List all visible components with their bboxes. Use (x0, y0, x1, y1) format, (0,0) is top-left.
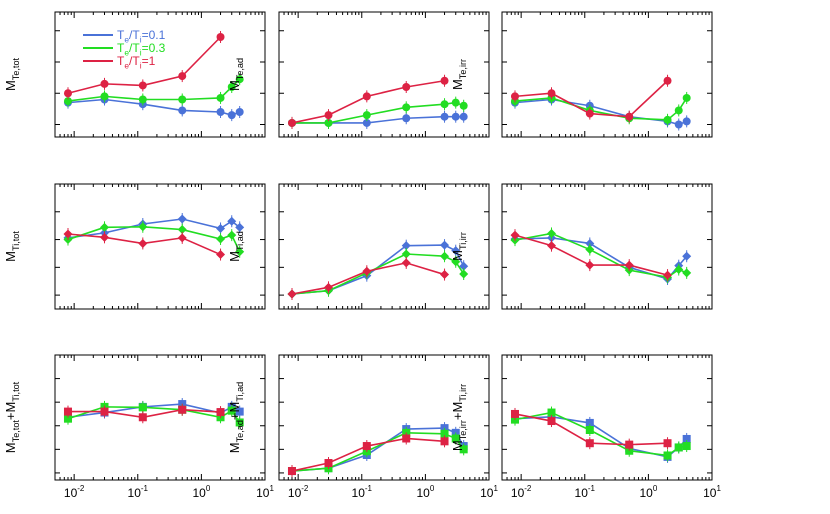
x-tick-label: 10-1 (128, 484, 149, 500)
panel-h: 10-2 10-1 100 101 MTe,ad+MTi,ad (227, 354, 498, 500)
axes-frame (278, 183, 490, 310)
y-axis-label: MTi,tot (3, 231, 21, 262)
x-tick-label: 100 (416, 484, 434, 500)
axes-frame (278, 354, 490, 481)
axes-frame (54, 354, 266, 481)
x-tick-label: 10-1 (352, 484, 373, 500)
x-tick-label: 101 (703, 484, 721, 500)
y-axis-label: MTe,ad (227, 58, 245, 91)
x-tick-label: 10-2 (511, 484, 532, 500)
y-axis-label: MTe,irr (450, 59, 468, 90)
panel-f: MTi,irr (450, 183, 713, 310)
x-tick-label: 10-1 (575, 484, 596, 500)
y-axis-label: MTe,ad+MTi,ad (227, 382, 245, 453)
y-axis-label: MTi,irr (450, 232, 468, 261)
axes-frame (501, 11, 713, 138)
series-line-blue (514, 415, 688, 458)
x-tick-label: 100 (192, 484, 210, 500)
y-axis-label: MTi,ad (227, 231, 245, 262)
x-tick-label: 10-2 (64, 484, 85, 500)
y-axis-label: MTe,tot+MTi,tot (3, 381, 21, 453)
x-tick-label: 100 (639, 484, 657, 500)
series-line-green (67, 225, 241, 253)
legend-label: Te/Ti=0.1 (117, 28, 166, 45)
panel-d: MTi,tot (3, 183, 266, 310)
panel-i: 10-2 10-1 100 101 MTe,irr+MTi,irr (450, 354, 721, 500)
legend: Te/Ti=0.1Te/Ti=0.3Te/Ti=1 (83, 28, 166, 71)
x-tick-label: 10-2 (288, 484, 309, 500)
panel-b: MTe,ad (227, 11, 490, 138)
legend-label: Te/Ti=0.3 (117, 41, 166, 58)
panel-g: 10-2 10-1 100 101 MTe,tot+MTi,tot (3, 354, 274, 500)
panel-a: MTe,tot Te/Ti=0.1Te/Ti=0.3Te/Ti=1 (3, 11, 266, 138)
series-line-green (514, 232, 687, 279)
series-line-blue (67, 218, 241, 239)
panel-e: MTi,ad (227, 183, 490, 310)
axes-frame (278, 11, 490, 138)
panel-c: MTe,irr (450, 11, 713, 138)
x-tick-label: 101 (256, 484, 274, 500)
axes-frame (501, 183, 713, 310)
axes-frame (501, 354, 713, 481)
y-axis-label: MTe,tot (3, 57, 21, 91)
series-line-green (291, 101, 464, 124)
series-line-blue (67, 98, 240, 116)
axes-frame (54, 183, 266, 310)
axes-frame (54, 11, 266, 138)
series-line-green (291, 253, 465, 295)
x-tick-label: 101 (480, 484, 498, 500)
legend-label: Te/Ti=1 (117, 54, 156, 71)
y-axis-label: MTe,irr+MTi,irr (450, 384, 468, 451)
